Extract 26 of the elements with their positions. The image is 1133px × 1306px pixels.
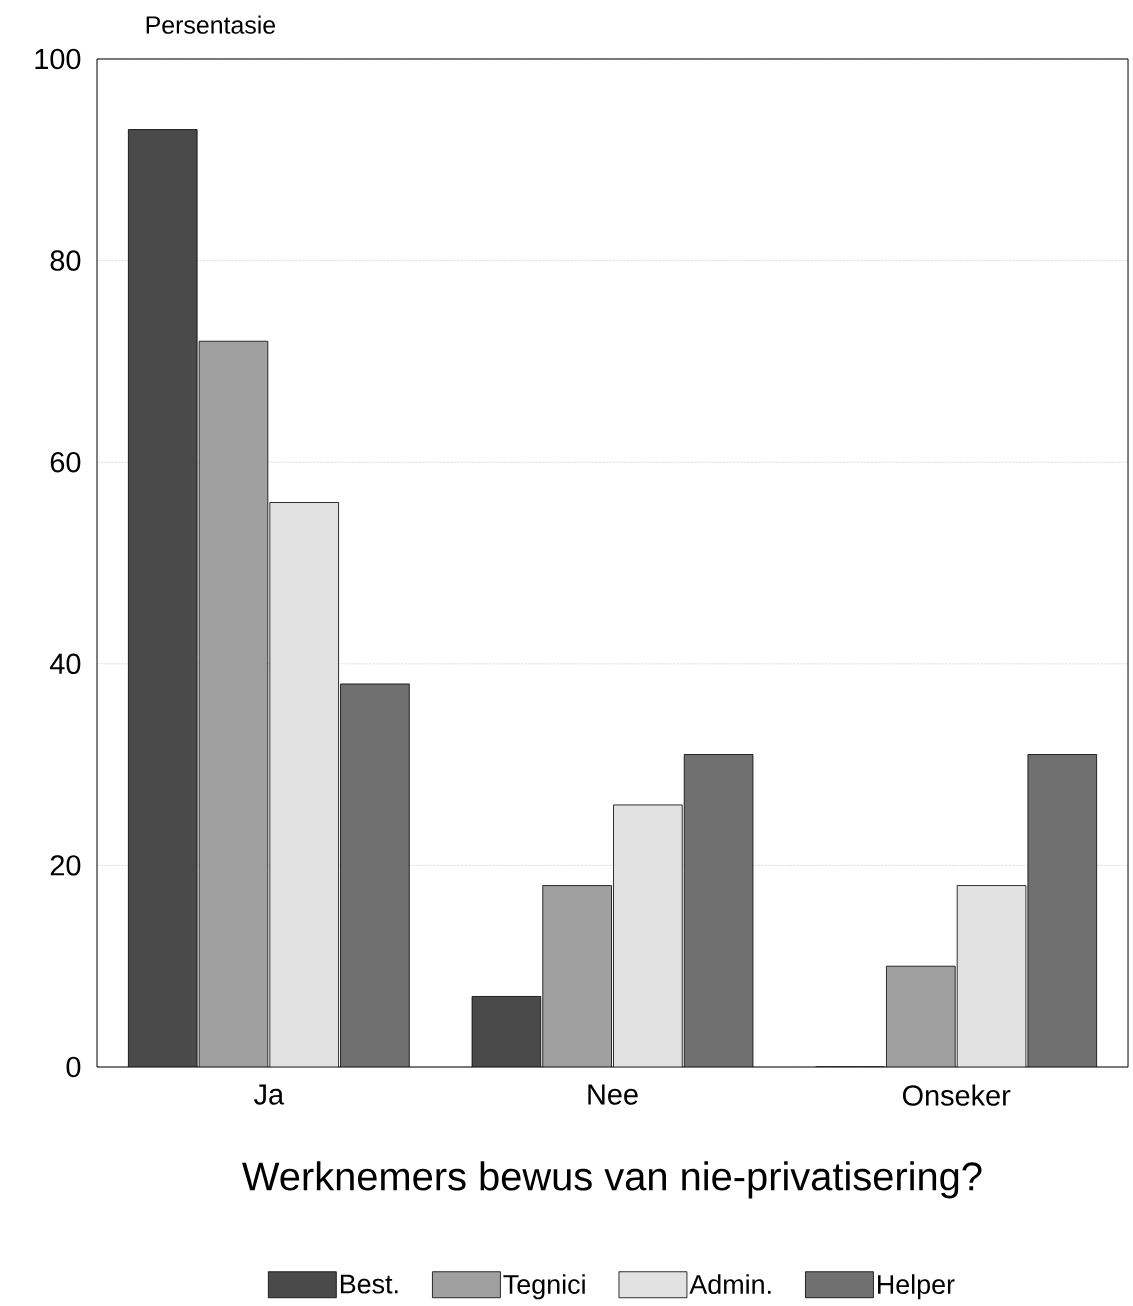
legend-label: Best. — [340, 1274, 398, 1294]
legend-label: Tegnici — [503, 1274, 585, 1300]
y-tick-label: 60 — [50, 451, 81, 473]
y-tick-label: 20 — [50, 855, 81, 876]
legend-label: Helper — [878, 1274, 955, 1300]
bar — [128, 129, 198, 1067]
bar — [340, 683, 410, 1067]
y-tick-label: 40 — [50, 653, 81, 675]
bar — [956, 885, 1027, 1067]
y-tick-label: 80 — [50, 250, 81, 271]
bar — [472, 996, 541, 1067]
x-axis-title: Werknemers bewus van nie-privatisering? — [242, 1161, 982, 1199]
bar — [542, 885, 612, 1067]
bar — [684, 754, 753, 1067]
x-tick-label: Ja — [254, 1084, 285, 1105]
y-tick-label: 0 — [66, 1056, 81, 1078]
bar — [613, 804, 683, 1067]
bar — [1027, 754, 1098, 1067]
bar — [269, 502, 339, 1067]
y-axis-title: Persentasie — [146, 15, 276, 34]
bar — [199, 341, 268, 1067]
legend-label: Admin. — [689, 1274, 771, 1294]
y-tick-label: 100 — [35, 48, 81, 70]
bar — [886, 965, 956, 1067]
x-tick-label: Nee — [588, 1084, 638, 1105]
x-tick-label: Onseker — [902, 1084, 1011, 1106]
